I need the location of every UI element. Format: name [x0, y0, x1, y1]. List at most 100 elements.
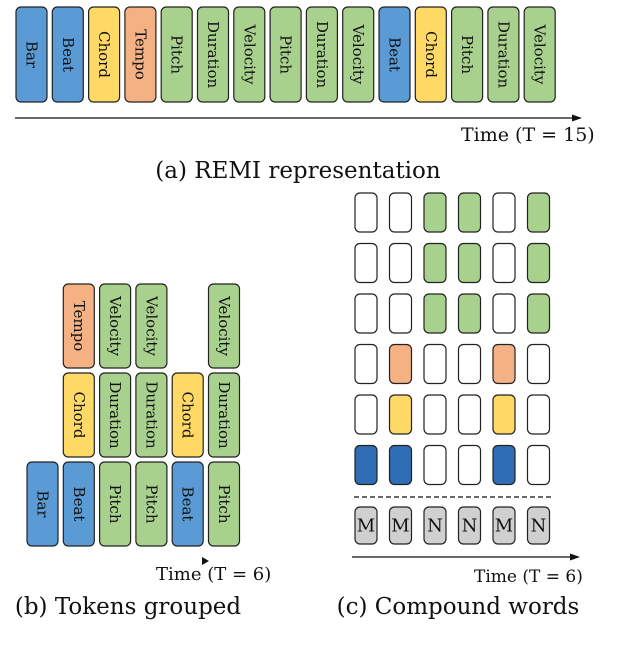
grouped-col5-chord-label: Chord — [179, 392, 197, 439]
family-token-3: N — [423, 506, 447, 545]
grouped-col5-beat: Beat — [171, 461, 204, 547]
compound-cell-r2-c5 — [492, 242, 516, 284]
compound-cell-r5-c2 — [388, 394, 413, 435]
compound-cell-r6-c4 — [457, 444, 482, 486]
remi-token-1-bar: Bar — [15, 6, 48, 103]
compound-cell-r4-c5 — [492, 343, 516, 385]
remi-token-4-tempo: Tempo — [124, 6, 157, 103]
grouped-col5-chord: Chord — [171, 372, 204, 458]
remi-token-12-chord-box — [414, 6, 447, 103]
compound-cell-r4-c4 — [457, 343, 482, 385]
grouped-col6-pitch-box — [207, 461, 241, 547]
grouped-col3-duration-box — [98, 372, 132, 458]
compound-cell-r6-c1 — [354, 444, 378, 486]
family-token-box — [354, 506, 378, 545]
family-token-label: N — [462, 516, 478, 537]
remi-token-7-velocity-box — [233, 6, 266, 103]
remi-token-2-beat: Beat — [51, 6, 84, 103]
remi-token-5-pitch-box — [160, 6, 193, 103]
family-token-5: M — [492, 506, 516, 545]
compound-cell-r6-c2 — [388, 444, 413, 486]
grouped-col4-duration-box — [135, 372, 168, 458]
remi-token-14-duration-label: Duration — [494, 21, 512, 89]
remi-token-10-velocity-label: Velocity — [349, 24, 367, 85]
remi-token-5-pitch: Pitch — [160, 6, 193, 103]
compound-cell-r3-c5 — [492, 293, 516, 334]
compound-cell-r3-c3 — [423, 293, 447, 334]
compound-cell-r1-c6 — [526, 192, 551, 233]
panel-a-remi: Bar Beat Chord Tempo Pitch Duration Velocity Pi… — [15, 6, 556, 103]
compound-cell-r6-c3 — [423, 444, 447, 486]
compound-cell-r4-c6 — [526, 343, 551, 385]
remi-token-5-pitch-label: Pitch — [168, 35, 186, 74]
remi-token-15-velocity: Velocity — [523, 6, 556, 103]
remi-token-13-pitch-label: Pitch — [458, 35, 476, 74]
panel-c-time-arrowhead — [570, 553, 580, 561]
grouped-col4-velocity: Velocity — [135, 283, 168, 369]
remi-token-4-tempo-box — [124, 6, 157, 103]
grouped-col6-velocity-label: Velocity — [215, 295, 233, 356]
compound-cell-r6-c6 — [526, 444, 551, 486]
panel-b-grouped: Bar Beat Chord Tempo Pitch Duration Velocity Pi… — [26, 283, 241, 547]
compound-cell-r1-c5 — [492, 192, 516, 233]
compound-cell-r2-c3 — [423, 242, 447, 284]
family-token-label: N — [531, 516, 547, 537]
panel-b-time-label: Time (T = 6) — [156, 564, 271, 585]
remi-token-4-tempo-label: Tempo — [131, 29, 149, 80]
grouped-col2-chord-box — [62, 372, 95, 458]
compound-cell-r4-c2 — [388, 343, 413, 385]
family-token-4: N — [457, 506, 482, 545]
compound-cell-r5-c5 — [492, 394, 516, 435]
remi-token-7-velocity-label: Velocity — [240, 24, 258, 85]
family-token-box — [388, 506, 413, 545]
grouped-col6-pitch-label: Pitch — [215, 485, 233, 524]
compound-cell-r5-c4 — [457, 394, 482, 435]
compound-cell-r1-c1 — [354, 192, 378, 233]
panel-b-caption: (b) Tokens grouped — [15, 594, 242, 620]
grouped-col4-duration: Duration — [135, 372, 168, 458]
grouped-col6-pitch: Pitch — [207, 461, 241, 547]
grouped-col2-tempo-box — [62, 283, 95, 369]
panel-b-time-arrowhead — [202, 557, 209, 565]
compound-cell-r1-c3 — [423, 192, 447, 233]
grouped-col1-bar: Bar — [26, 461, 59, 547]
compound-cell-r2-c4 — [457, 242, 482, 284]
remi-token-8-pitch-box — [269, 6, 302, 103]
compound-cell-r2-c1 — [354, 242, 378, 284]
grouped-col4-duration-label: Duration — [142, 381, 160, 449]
remi-token-1-bar-label: Bar — [23, 41, 41, 69]
remi-token-9-duration: Duration — [305, 6, 338, 103]
grouped-col6-velocity: Velocity — [207, 283, 241, 369]
remi-token-15-velocity-box — [523, 6, 556, 103]
grouped-col6-velocity-box — [207, 283, 241, 369]
grouped-col2-beat-box — [62, 461, 95, 547]
compound-cell-r1-c4 — [457, 192, 482, 233]
compound-cell-r3-c4 — [457, 293, 482, 334]
remi-token-14-duration-box — [487, 6, 520, 103]
compound-cell-r4-c3 — [423, 343, 447, 385]
grouped-col4-pitch: Pitch — [135, 461, 168, 547]
family-token-label: M — [391, 516, 409, 537]
family-token-label: M — [357, 516, 375, 537]
remi-token-14-duration: Duration — [487, 6, 520, 103]
family-token-box — [457, 506, 482, 545]
compound-cell-r4-c1 — [354, 343, 378, 385]
grouped-col4-pitch-label: Pitch — [142, 485, 160, 524]
remi-token-6-duration-label: Duration — [204, 21, 222, 89]
grouped-col1-bar-box — [26, 461, 59, 547]
grouped-col5-chord-box — [171, 372, 204, 458]
family-token-box — [526, 506, 551, 545]
compound-cell-r5-c1 — [354, 394, 378, 435]
remi-token-12-chord-label: Chord — [422, 31, 440, 78]
remi-token-10-velocity: Velocity — [342, 6, 375, 103]
remi-token-1-bar-box — [15, 6, 48, 103]
grouped-col3-pitch: Pitch — [98, 461, 132, 547]
panel-a-time-arrowhead — [572, 114, 582, 122]
compound-cell-r2-c6 — [526, 242, 551, 284]
grouped-col5-beat-box — [171, 461, 204, 547]
compound-cell-r5-c6 — [526, 394, 551, 435]
grouped-col5-beat-label: Beat — [179, 487, 197, 522]
remi-token-6-duration-box — [196, 6, 230, 103]
family-token-label: N — [427, 516, 443, 537]
